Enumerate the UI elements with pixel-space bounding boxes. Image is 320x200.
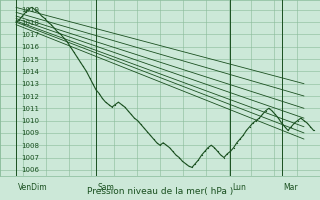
Text: Mar: Mar (283, 183, 298, 192)
Text: Pression niveau de la mer( hPa ): Pression niveau de la mer( hPa ) (87, 187, 233, 196)
Text: Sam: Sam (98, 183, 115, 192)
Text: Lun: Lun (232, 183, 246, 192)
Text: VenDim: VenDim (18, 183, 47, 192)
